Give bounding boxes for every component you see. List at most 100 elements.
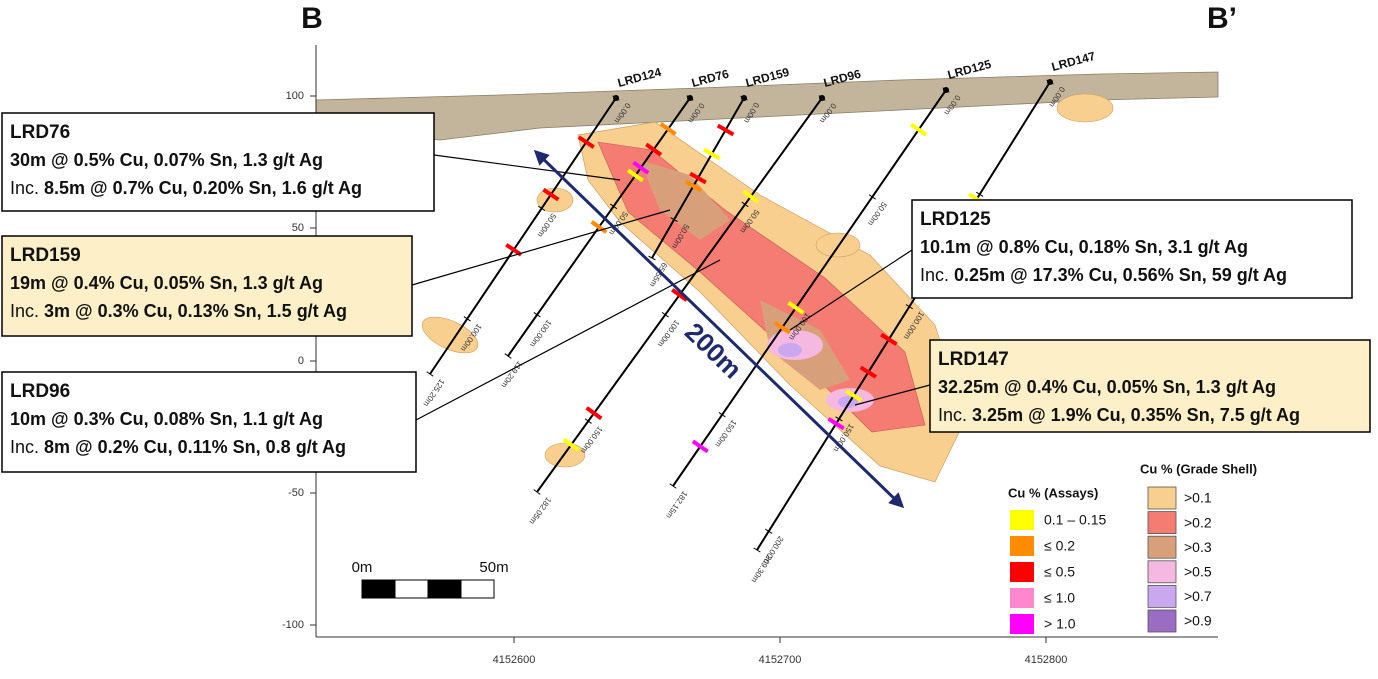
inc-value: 0.25m @ 17.3% Cu, 0.56% Sn, 59 g/t Ag: [954, 265, 1287, 285]
legend-label: >0.7: [1184, 588, 1212, 604]
assay-interval: [505, 243, 523, 257]
depth-tick: [686, 95, 694, 101]
assay-interval: [703, 147, 721, 161]
grade-shell-0-7: [778, 343, 802, 357]
assay-interval: [716, 123, 735, 137]
legend-label: ≤ 1.0: [1044, 590, 1075, 606]
legend-label: >0.1: [1184, 490, 1212, 506]
callout-box: [1, 371, 417, 473]
shell-blob: [544, 442, 586, 468]
shell-blob: [421, 316, 479, 354]
callout-inc: Inc. 8m @ 0.2% Cu, 0.11% Sn, 0.8 g/t Ag: [10, 437, 346, 457]
y-tick-label: -100: [282, 619, 304, 631]
assay-interval: [577, 135, 595, 149]
shell-blob: [1056, 93, 1114, 123]
scale-bar: [361, 579, 495, 599]
legend-label: >0.3: [1184, 539, 1212, 555]
length-arrow: [533, 149, 905, 509]
inc-value: 8m @ 0.2% Cu, 0.11% Sn, 0.8 g/t Ag: [44, 437, 346, 457]
callout-main: 19m @ 0.4% Cu, 0.05% Sn, 1.3 g/t Ag: [10, 273, 323, 293]
depth-tick: [463, 316, 471, 322]
legend-swatch: [1147, 560, 1177, 584]
depth-tick: [504, 353, 512, 359]
legend-label: >0.9: [1184, 613, 1212, 629]
depth-tick: [1046, 79, 1054, 85]
leader-line: [411, 209, 671, 286]
legend-swatch: [1147, 486, 1177, 510]
legend-label: ≤ 0.5: [1044, 564, 1075, 580]
legend-label: 0.1 – 0.15: [1044, 512, 1106, 528]
y-tick-label: 100: [286, 90, 304, 102]
callout-box: [1, 112, 435, 212]
legend-title: Cu % (Grade Shell): [1140, 461, 1257, 476]
callout-box: [929, 339, 1371, 433]
legend-swatch: [1147, 535, 1177, 559]
assay-interval: [691, 439, 709, 454]
callout-inc: Inc. 0.25m @ 17.3% Cu, 0.56% Sn, 59 g/t …: [920, 265, 1287, 285]
depth-tick: [753, 547, 761, 553]
inc-label: Inc.: [938, 405, 967, 425]
callout-main: 10m @ 0.3% Cu, 0.08% Sn, 1.1 g/t Ag: [10, 409, 323, 429]
depth-label: 50.00m: [866, 200, 889, 227]
callout-title: LRD147: [938, 349, 1009, 370]
inc-value: 3.25m @ 1.9% Cu, 0.35% Sn, 7.5 g/t Ag: [972, 405, 1300, 425]
section-label: B’: [1207, 2, 1237, 35]
inc-label: Inc.: [10, 437, 39, 457]
callout-inc: Inc. 3m @ 0.3% Cu, 0.13% Sn, 1.5 g/t Ag: [10, 301, 347, 321]
legend-swatch: [1010, 562, 1034, 582]
x-tick-label: 4152700: [759, 654, 802, 666]
callout-box: [1, 235, 413, 337]
legend-swatch: [1010, 614, 1034, 634]
legend-swatch: [1010, 536, 1034, 556]
y-tick-label: 50: [292, 222, 304, 234]
legend-label: >0.2: [1184, 514, 1212, 530]
legend-label: > 1.0: [1044, 616, 1076, 632]
inc-label: Inc.: [10, 178, 39, 198]
y-tick-label: 0: [298, 355, 304, 367]
depth-label: 50.00m: [535, 212, 558, 239]
assay-interval: [910, 122, 928, 137]
callout-title: LRD76: [10, 122, 70, 143]
depth-tick: [905, 304, 914, 310]
drillhole-name: LRD147: [1050, 49, 1097, 74]
depth-label: 182.05m: [527, 495, 553, 526]
depth-label: 125.20m: [421, 377, 446, 408]
scale-label: 0m: [352, 559, 373, 576]
section-label: B: [301, 2, 323, 35]
depth-tick: [740, 95, 748, 101]
assay-interval: [585, 406, 603, 421]
y-tick-label: -50: [288, 487, 304, 499]
depth-tick: [426, 371, 434, 377]
callout-title: LRD96: [10, 381, 70, 402]
inc-value: 3m @ 0.3% Cu, 0.13% Sn, 1.5 g/t Ag: [44, 301, 347, 321]
callout-inc: Inc. 8.5m @ 0.7% Cu, 0.20% Sn, 1.6 g/t A…: [10, 178, 362, 198]
inc-label: Inc.: [920, 265, 949, 285]
callout-box: [911, 199, 1353, 299]
callout-main: 30m @ 0.5% Cu, 0.07% Sn, 1.3 g/t Ag: [10, 150, 323, 170]
legend-label: ≤ 0.2: [1044, 538, 1075, 554]
assay-interval: [659, 122, 677, 136]
depth-tick: [818, 95, 826, 101]
depth-label: 182.15m: [664, 489, 689, 520]
inc-value: 8.5m @ 0.7% Cu, 0.20% Sn, 1.6 g/t Ag: [44, 178, 362, 198]
depth-tick: [612, 95, 620, 101]
legend-label: >0.5: [1184, 564, 1212, 580]
legend-swatch: [1147, 609, 1177, 633]
callout-main: 10.1m @ 0.8% Cu, 0.18% Sn, 3.1 g/t Ag: [920, 237, 1248, 257]
inc-label: Inc.: [10, 301, 39, 321]
callout-title: LRD125: [920, 209, 991, 230]
depth-label: 209.30m: [749, 553, 773, 584]
depth-tick: [765, 528, 773, 534]
drillhole-name: LRD124: [616, 65, 663, 90]
callout-main: 32.25m @ 0.4% Cu, 0.05% Sn, 1.3 g/t Ag: [938, 377, 1276, 397]
callout-inc: Inc. 3.25m @ 1.9% Cu, 0.35% Sn, 7.5 g/t …: [938, 405, 1300, 425]
drillhole-name: LRD76: [690, 67, 731, 90]
legend-swatch: [1010, 510, 1034, 530]
legend-swatch: [1147, 511, 1177, 535]
scale-label: 50m: [479, 559, 508, 576]
depth-tick: [976, 191, 984, 197]
drillhole-trace: [429, 97, 617, 375]
x-tick-label: 4152600: [493, 654, 536, 666]
depth-tick: [942, 87, 950, 93]
